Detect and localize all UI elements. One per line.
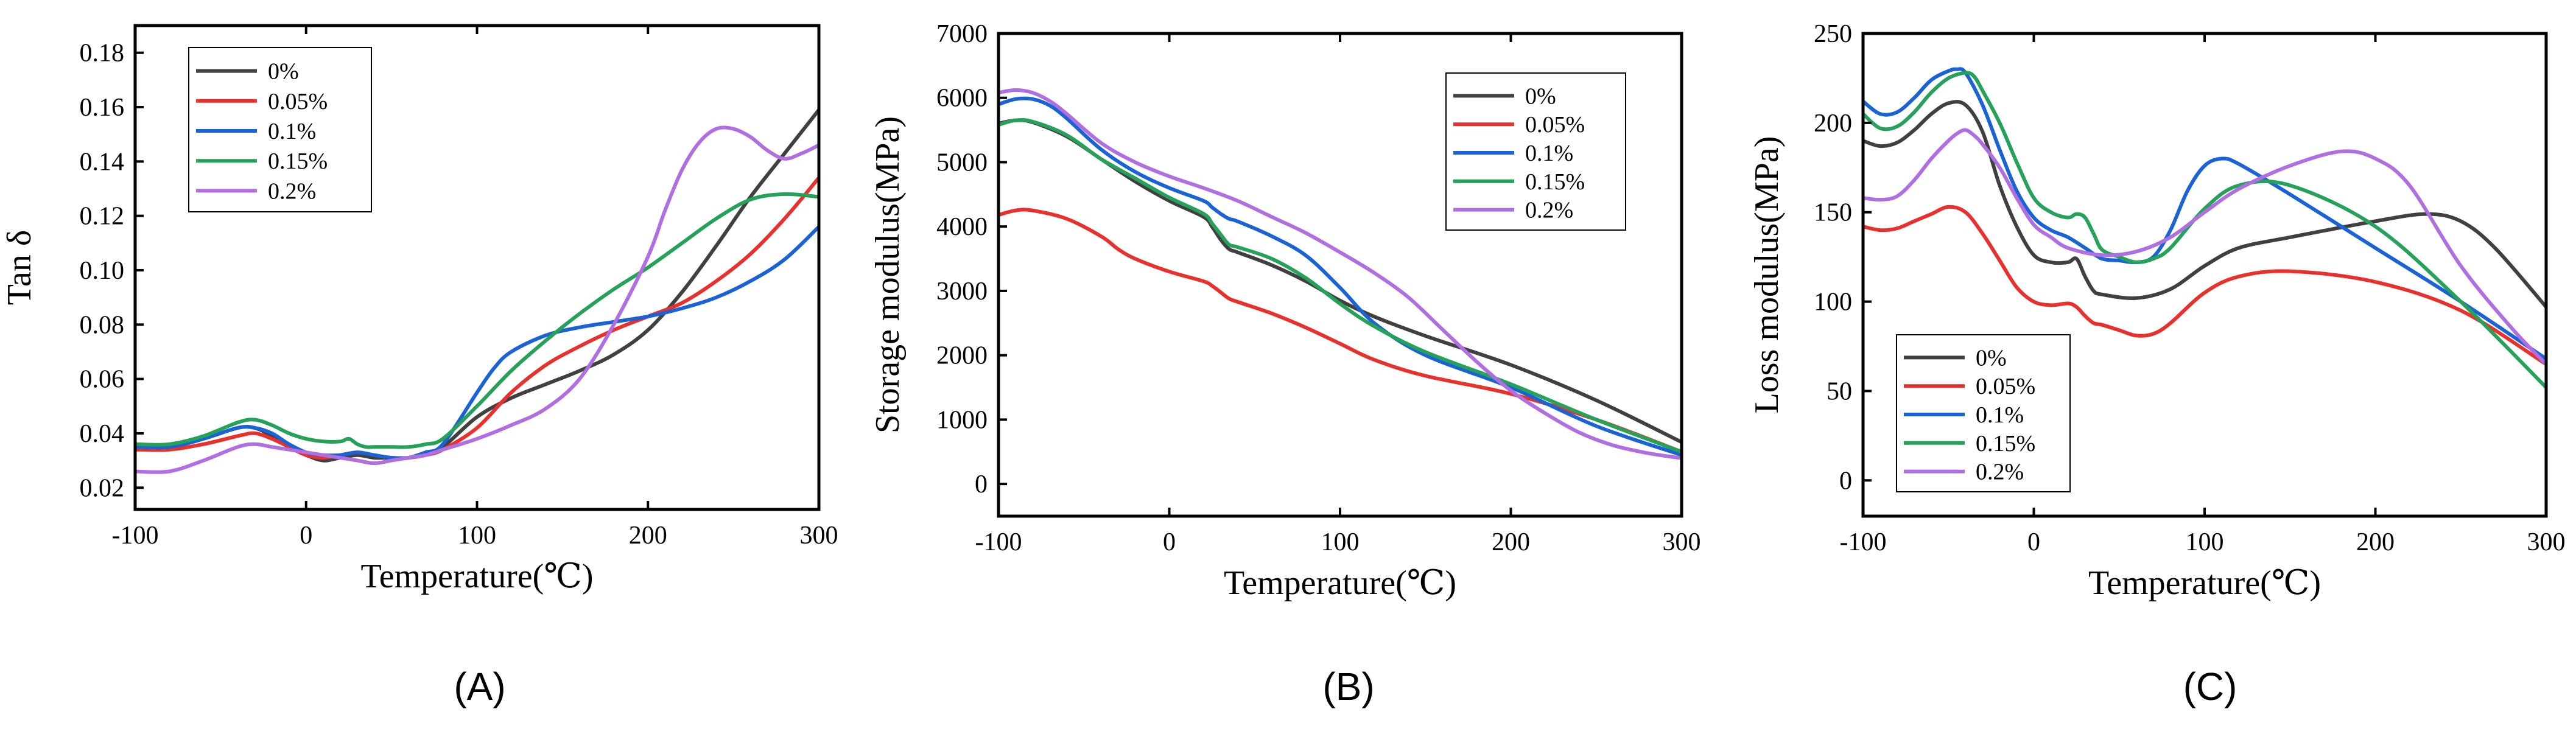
x-tick-label: 100 <box>2186 528 2224 556</box>
series-line-0-1pct <box>135 225 819 460</box>
x-tick-label: 200 <box>2356 528 2395 556</box>
legend: 0% 0.05% 0.1% 0.15% 0.2% <box>1896 334 2071 492</box>
y-tick-label: 200 <box>1814 110 1852 138</box>
y-tick-label: 100 <box>1814 289 1852 317</box>
y-tick-label: 150 <box>1814 199 1852 227</box>
series-line-0-2pct <box>1863 128 2546 366</box>
panel-label: (A) <box>454 665 505 708</box>
x-tick-label: 300 <box>2527 528 2566 556</box>
legend-label: 0.1% <box>1525 141 1573 166</box>
x-axis-title: Temperature(℃) <box>360 558 593 595</box>
y-tick-label: 0 <box>1839 467 1852 495</box>
y-tick-label: 0 <box>975 470 988 498</box>
x-axis-title: Temperature(℃) <box>2088 564 2321 602</box>
legend-label: 0.2% <box>268 178 316 204</box>
y-tick-label: 0.10 <box>80 257 125 285</box>
y-tick-label: 0.06 <box>80 366 125 394</box>
legend-label: 0% <box>268 59 299 85</box>
y-tick-label: 250 <box>1814 20 1852 48</box>
series-line-0-15pct <box>998 117 1682 454</box>
x-tick-label: 300 <box>800 522 838 550</box>
y-tick-label: 4000 <box>936 213 988 241</box>
x-tick-label: 100 <box>1321 528 1360 556</box>
x-tick-label: -100 <box>975 528 1022 556</box>
x-tick-label: 100 <box>458 522 496 550</box>
y-tick-label: 3000 <box>936 278 988 306</box>
series-group <box>998 88 1682 460</box>
legend: 0% 0.05% 0.1% 0.15% 0.2% <box>1445 72 1626 231</box>
legend-label: 0.15% <box>1525 169 1585 195</box>
legend-label: 0.1% <box>268 119 316 144</box>
x-tick-label: -100 <box>112 522 159 550</box>
y-tick-label: 1000 <box>936 406 988 434</box>
x-tick-label: 300 <box>1663 528 1701 556</box>
legend-label: 0% <box>1976 345 2007 371</box>
x-axis-title: Temperature(℃) <box>1224 564 1456 602</box>
series-line-0pct <box>1863 100 2546 309</box>
x-tick-label: 200 <box>1492 528 1530 556</box>
y-tick-label: 2000 <box>936 342 988 370</box>
x-tick-label: -100 <box>1840 528 1887 556</box>
legend-label: 0.05% <box>268 89 328 114</box>
x-tick-label: 0 <box>300 522 312 550</box>
legend-label: 0.2% <box>1525 198 1573 223</box>
y-tick-label: 0.02 <box>80 474 125 502</box>
legend-label: 0.15% <box>1976 431 2035 456</box>
series-line-0-05pct <box>1863 205 2546 366</box>
x-tick-label: 0 <box>2027 528 2040 556</box>
panel-b: -100 0 100 200 30001000200030004000500060007… <box>869 20 1701 708</box>
legend-label: 0.05% <box>1976 374 2035 399</box>
legend-label: 0% <box>1525 83 1556 109</box>
y-tick-label: 0.14 <box>80 148 125 176</box>
panel-label: (C) <box>2183 665 2237 708</box>
panel-label: (B) <box>1322 665 1374 708</box>
series-group <box>135 108 819 474</box>
y-tick-label: 50 <box>1827 377 1852 405</box>
series-line-0-2pct <box>998 88 1682 460</box>
panel-c: -100 0 100 200 300 0 50 100 150 200 250 Temperature… <box>1748 20 2566 708</box>
legend-label: 0.15% <box>268 149 328 174</box>
y-tick-label: 6000 <box>936 85 988 113</box>
series-line-0-2pct <box>135 125 819 474</box>
legend-label: 0.1% <box>1976 402 2024 428</box>
y-tick-label: 0.08 <box>80 311 125 339</box>
y-tick-label: 0.16 <box>80 94 125 122</box>
x-tick-label: 200 <box>629 522 667 550</box>
series-line-0-15pct <box>135 192 819 449</box>
y-tick-label: 0.18 <box>80 40 125 68</box>
x-tick-label: 0 <box>1163 528 1176 556</box>
y-tick-label: 0.12 <box>80 203 125 231</box>
legend: 0% 0.05% 0.1% 0.15% 0.2% <box>188 47 372 212</box>
y-axis-title: Tan δ <box>1 230 38 306</box>
y-tick-label: 5000 <box>936 149 988 177</box>
y-axis-title: Loss modulus(MPa) <box>1748 136 1786 414</box>
series-line-0-1pct <box>1863 67 2546 361</box>
series-group <box>1863 67 2546 390</box>
series-line-0-15pct <box>1863 71 2546 390</box>
series-line-0-1pct <box>998 96 1682 457</box>
series-line-0-05pct <box>998 208 1682 454</box>
legend-label: 0.2% <box>1976 460 2024 485</box>
legend-label: 0.05% <box>1525 112 1585 138</box>
y-tick-label: 7000 <box>936 20 988 48</box>
panel-a: -100 0 100 200 300 0.02 0.04 0.06 0.08 0.10 0.12 0.… <box>1 24 838 708</box>
y-tick-label: 0.04 <box>80 420 125 448</box>
y-axis-title: Storage modulus(MPa) <box>869 116 907 433</box>
